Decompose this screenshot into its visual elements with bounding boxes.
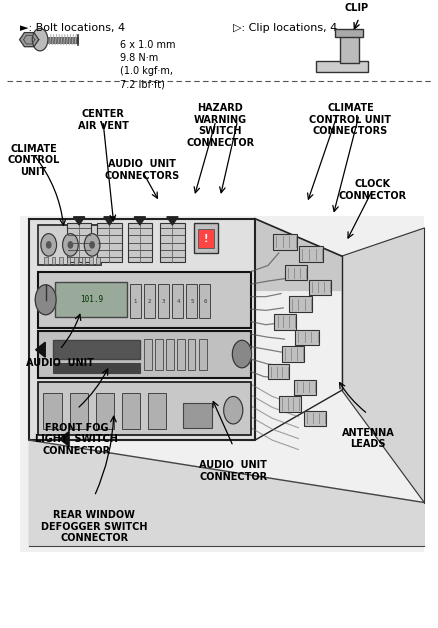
Circle shape [41, 234, 57, 256]
Bar [177, 339, 184, 371]
Polygon shape [167, 217, 178, 225]
Bar [335, 29, 364, 36]
Bar [67, 257, 70, 264]
Text: ▷: Clip locations, 4: ▷: Clip locations, 4 [233, 23, 338, 33]
Bar [95, 392, 114, 429]
Text: 6 x 1.0 mm
9.8 N·m
(1.0 kgf·m,
7.2 lbf·ft): 6 x 1.0 mm 9.8 N·m (1.0 kgf·m, 7.2 lbf·f… [120, 40, 176, 89]
Polygon shape [134, 217, 145, 225]
Bar [81, 257, 85, 264]
Text: ►: Bolt locations, 4: ►: Bolt locations, 4 [21, 23, 126, 33]
Bar [38, 331, 251, 378]
Polygon shape [342, 228, 424, 502]
Bar [339, 35, 359, 63]
Text: CLOCK
CONNECTOR: CLOCK CONNECTOR [338, 180, 406, 201]
Text: 101.9: 101.9 [81, 295, 104, 304]
Text: CENTER
AIR VENT: CENTER AIR VENT [78, 109, 128, 131]
Text: AUDIO  UNIT
CONNECTORS: AUDIO UNIT CONNECTORS [104, 160, 180, 181]
Polygon shape [255, 219, 342, 290]
Bar [199, 339, 207, 371]
Bar [275, 313, 296, 330]
Bar [289, 296, 312, 312]
Circle shape [35, 285, 56, 315]
Circle shape [63, 234, 78, 256]
Bar [279, 396, 300, 412]
Bar [38, 272, 251, 328]
Bar [67, 223, 91, 263]
Bar [55, 283, 127, 317]
Bar [316, 61, 368, 72]
Bar [144, 339, 152, 371]
Text: !: ! [204, 234, 208, 244]
Bar [144, 284, 155, 318]
Text: AUDIO  UNIT
CONNECTOR: AUDIO UNIT CONNECTOR [199, 460, 267, 482]
Bar [128, 223, 152, 263]
Bar [130, 284, 141, 318]
Text: 2: 2 [148, 298, 152, 303]
Polygon shape [20, 33, 39, 46]
Text: 3: 3 [162, 298, 166, 303]
Polygon shape [60, 431, 69, 447]
Polygon shape [74, 217, 85, 225]
Polygon shape [35, 342, 45, 357]
Text: 5: 5 [190, 298, 194, 303]
Text: CLIMATE
CONTROL
UNIT: CLIMATE CONTROL UNIT [7, 144, 60, 177]
Bar [304, 411, 326, 426]
Bar [187, 339, 195, 371]
Bar [38, 382, 251, 435]
Text: AUDIO  UNIT: AUDIO UNIT [26, 358, 93, 368]
Bar [43, 392, 62, 429]
Bar [74, 257, 78, 264]
Text: ANTENNA
LEADS: ANTENNA LEADS [342, 428, 394, 449]
Text: 6: 6 [203, 298, 207, 303]
Text: REAR WINDOW
DEFOGGER SWITCH
CONNECTOR: REAR WINDOW DEFOGGER SWITCH CONNECTOR [41, 510, 148, 543]
Bar [283, 346, 304, 362]
Circle shape [32, 28, 48, 51]
Bar [285, 266, 307, 281]
Bar [155, 339, 163, 371]
Bar [268, 364, 289, 379]
Bar [295, 330, 319, 345]
Bar [89, 257, 92, 264]
Text: 1: 1 [134, 298, 137, 303]
Bar [158, 284, 169, 318]
Bar [199, 284, 210, 318]
Bar [198, 229, 214, 248]
Bar [300, 246, 323, 263]
Bar [160, 223, 184, 263]
Polygon shape [29, 219, 255, 440]
Bar [44, 257, 48, 264]
Text: CLIP: CLIP [344, 3, 368, 13]
Bar [173, 284, 184, 318]
Bar [53, 364, 140, 373]
Circle shape [233, 340, 251, 368]
Circle shape [90, 242, 94, 248]
Bar [53, 340, 140, 359]
Text: HAZARD
WARNING
SWITCH
CONNECTOR: HAZARD WARNING SWITCH CONNECTOR [186, 103, 254, 148]
Bar [273, 234, 297, 250]
Circle shape [46, 242, 51, 248]
Bar [97, 223, 122, 263]
Text: CLIMATE
CONTROL UNIT
CONNECTORS: CLIMATE CONTROL UNIT CONNECTORS [310, 103, 392, 136]
Polygon shape [29, 440, 424, 546]
Text: 4: 4 [177, 298, 180, 303]
Bar [194, 223, 218, 253]
Polygon shape [21, 215, 424, 553]
Bar [59, 257, 63, 264]
Text: FRONT FOG
LIGHT  SWITCH
CONNECTOR: FRONT FOG LIGHT SWITCH CONNECTOR [35, 423, 118, 456]
Circle shape [224, 396, 243, 424]
Circle shape [68, 242, 73, 248]
Bar [148, 392, 166, 429]
Bar [309, 280, 331, 295]
Polygon shape [104, 217, 115, 225]
Bar [166, 339, 174, 371]
Bar [186, 284, 197, 318]
Bar [122, 392, 140, 429]
Bar [96, 257, 100, 264]
Bar [52, 257, 55, 264]
Circle shape [84, 234, 100, 256]
Bar [293, 380, 316, 394]
Bar [184, 403, 212, 428]
Bar [70, 392, 88, 429]
Bar [38, 225, 101, 266]
